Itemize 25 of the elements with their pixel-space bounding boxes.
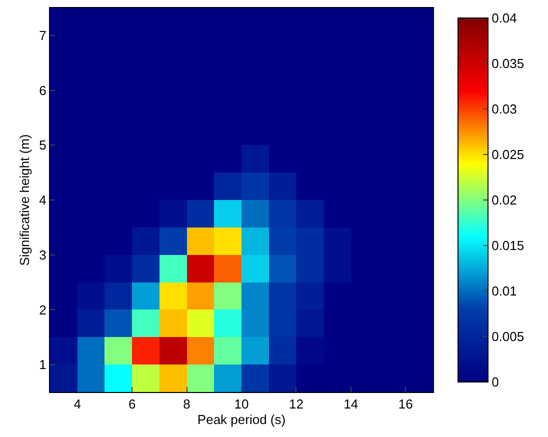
x-axis-title: Peak period (s) [197,412,286,428]
x-tick-label: 10 [234,396,249,412]
x-tick-label: 14 [344,396,358,412]
y-tick-label: 4 [39,192,46,208]
x-tick-label: 12 [288,396,304,412]
color-bar-label: 0.035 [492,56,524,72]
color-bar-label: 0.005 [492,329,524,344]
y-tick-label: 1 [39,357,46,372]
color-bar-label: 0.02 [492,192,517,208]
y-tick-label: 7 [39,28,46,43]
color-bar-label: 0.04 [492,10,517,26]
y-tick-label: 6 [39,82,46,98]
x-tick-label: 8 [183,396,190,412]
color-bar-label: 0.03 [492,102,517,117]
y-axis-title: Significative height (m) [17,134,32,266]
y-tick-label: 3 [39,247,46,262]
y-tick-label: 5 [39,138,46,153]
x-tick-label: 16 [398,396,413,412]
color-bar-label: 0.01 [492,284,517,299]
color-bar-label: 0 [492,374,499,390]
color-bar-label: 0.015 [492,238,524,254]
y-tick-label: 2 [39,302,46,318]
color-bar-label: 0.025 [492,147,524,162]
x-tick-label: 6 [128,396,136,412]
x-tick-label: 4 [74,396,81,412]
